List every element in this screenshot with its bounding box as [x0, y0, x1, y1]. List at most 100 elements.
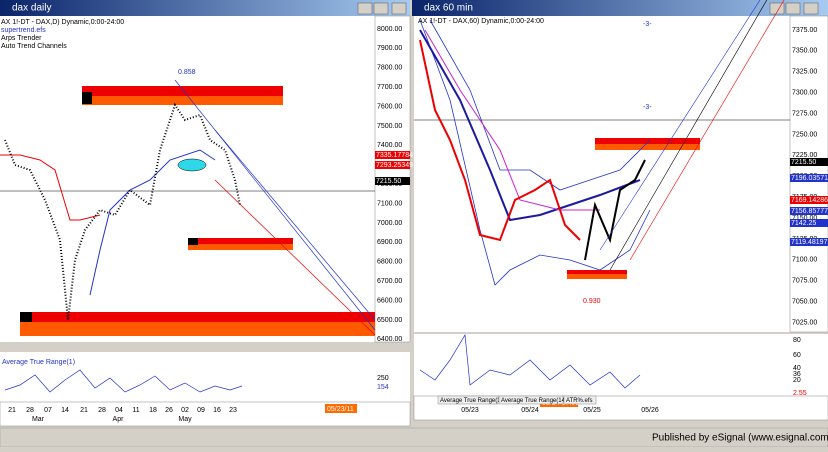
trend-channel: [214, 179, 376, 336]
tab-label: ATR%.efs: [566, 398, 593, 404]
chart-header: supertrend.efs: [1, 27, 46, 34]
indicator-label: 250: [377, 375, 389, 382]
supertrend: [0, 154, 101, 221]
price-highlight: [790, 207, 828, 215]
price-label: 7800.00: [377, 65, 402, 72]
date-label: 09: [197, 407, 205, 414]
date-label: 05/24: [521, 407, 539, 414]
zone: [20, 322, 375, 336]
price-label: 7900.00: [377, 45, 402, 52]
indicator-label: 80: [793, 337, 801, 344]
tab-label: Average True Range(14): [501, 398, 567, 404]
chart-header: AX 1!-DT - DAX,60) Dynamic,0:00-24:00: [418, 18, 544, 25]
price-label: 6800.00: [377, 259, 402, 266]
month-label: Mar: [32, 416, 45, 423]
price-label: 7400.00: [377, 142, 402, 149]
price-highlight: [790, 174, 828, 182]
trend-channel: [629, 0, 785, 261]
price-highlight: [790, 219, 828, 227]
tab[interactable]: [563, 395, 597, 405]
price-label: 7700.00: [377, 84, 402, 91]
close[interactable]: [391, 2, 407, 15]
annotation: -3-: [643, 21, 652, 28]
highlight: [177, 158, 207, 172]
cursor-date: 05/23/11: [327, 406, 354, 413]
price-label: 7025.00: [792, 319, 817, 326]
tab-label: Average True Range(1): [440, 398, 503, 404]
chart-header: AX 1!-DT - DAX,D) Dynamic,0:00-24:00: [1, 19, 124, 26]
date-label: 21: [80, 407, 88, 414]
date-label: 16: [213, 407, 221, 414]
price-label: 7293.25349: [376, 162, 413, 169]
chart-area: [414, 16, 790, 332]
price-label: 7169.14286: [791, 197, 828, 204]
indicator-title: Average True Range(1): [2, 359, 75, 366]
date-label: 07: [44, 407, 52, 414]
price-label: 6700.00: [377, 278, 402, 285]
date-label: 11: [132, 407, 139, 414]
annotation: 0.930: [583, 298, 601, 305]
cursor-date-box: [325, 404, 357, 413]
annotation: -3-: [643, 104, 652, 111]
price-label: 7142.25: [791, 220, 816, 227]
window-title: dax daily: [12, 3, 51, 14]
date-label: 26: [165, 407, 173, 414]
title-bar: [412, 0, 828, 16]
date-label: 18: [149, 407, 157, 414]
price-label: 7215.50: [791, 159, 816, 166]
annotation: 0.858: [178, 69, 196, 76]
zone: [567, 270, 627, 274]
chart-header: Auto Trend Channels: [1, 43, 67, 50]
zone: [20, 312, 375, 322]
price-label: 7250.00: [792, 131, 817, 138]
zone: [82, 96, 283, 105]
price-highlight: [375, 177, 410, 185]
price-label: 6400.00: [377, 336, 402, 343]
zone-marker: [20, 312, 32, 322]
maximize[interactable]: [373, 2, 389, 15]
price-label: 7100.00: [377, 200, 402, 207]
price-label: 7225.00: [792, 152, 817, 159]
price-label: 7000.00: [377, 220, 402, 227]
price-bars: [584, 159, 646, 261]
price-bars: [4, 102, 241, 321]
band: [429, 19, 651, 191]
moving-average: [424, 29, 600, 211]
zone-marker: [82, 92, 92, 104]
chart-area: [0, 16, 375, 342]
zone: [188, 244, 293, 250]
price-label: 6600.00: [377, 297, 402, 304]
price-label: 7196.03571: [791, 175, 828, 182]
chart-header: Arps Trender: [1, 35, 42, 42]
indicator-label: 36: [793, 371, 801, 378]
date-label: 02: [181, 407, 189, 414]
indicator-line: [4, 369, 243, 393]
zone-marker: [188, 238, 198, 245]
trend-channel: [609, 0, 768, 271]
title-bar: [0, 0, 410, 16]
price-highlight: [790, 238, 828, 246]
month-label: Apr: [113, 416, 125, 423]
date-label: 05/23: [461, 407, 479, 414]
zone: [595, 138, 700, 144]
indicator-label: 60: [793, 352, 801, 359]
minimize[interactable]: [769, 2, 785, 15]
tab[interactable]: [498, 395, 564, 405]
tab[interactable]: [437, 395, 499, 405]
price-label: 7335.17784: [376, 152, 413, 159]
minimize[interactable]: [357, 2, 373, 15]
price-label: 7100.00: [792, 257, 817, 264]
date-label: 14: [61, 407, 69, 414]
price-label: 7150.00: [792, 215, 817, 222]
trend-channel: [214, 129, 376, 321]
band: [419, 19, 651, 286]
close[interactable]: [803, 2, 819, 15]
price-bars: [419, 39, 581, 242]
price-highlight: [375, 151, 410, 159]
price-label: 7300.00: [792, 90, 817, 97]
maximize[interactable]: [785, 2, 801, 15]
date-label: 28: [26, 407, 34, 414]
price-highlight: [375, 161, 410, 169]
price-label: 7156.85777: [791, 208, 828, 215]
